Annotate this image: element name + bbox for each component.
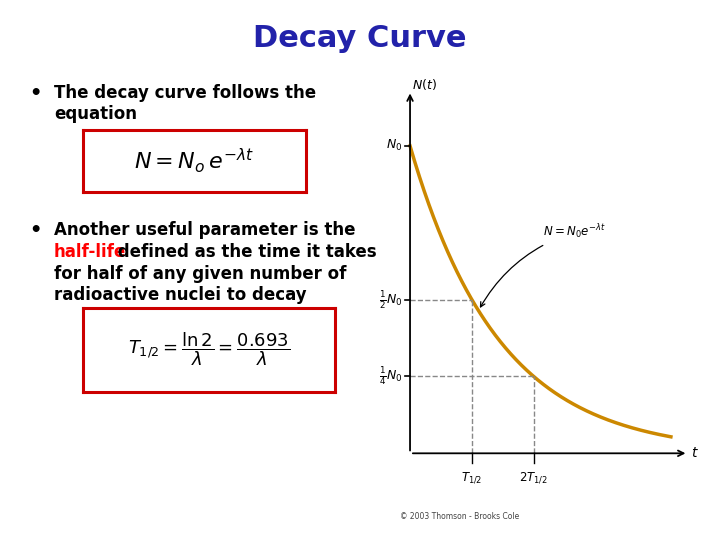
Text: $N = N_0 e^{-\lambda t}$: $N = N_0 e^{-\lambda t}$ <box>480 222 606 307</box>
Text: for half of any given number of: for half of any given number of <box>54 265 346 282</box>
Text: $\frac{1}{2}N_0$: $\frac{1}{2}N_0$ <box>379 289 402 310</box>
Text: defined as the time it takes: defined as the time it takes <box>112 243 377 261</box>
Text: equation: equation <box>54 105 137 123</box>
Text: $N_0$: $N_0$ <box>386 138 402 153</box>
Text: $T_{1/2}$: $T_{1/2}$ <box>462 470 482 485</box>
Text: $2T_{1/2}$: $2T_{1/2}$ <box>519 470 548 485</box>
Text: •: • <box>29 84 41 103</box>
Text: radioactive nuclei to decay: radioactive nuclei to decay <box>54 286 307 304</box>
Text: © 2003 Thomson - Brooks Cole: © 2003 Thomson - Brooks Cole <box>400 512 519 521</box>
Text: Another useful parameter is the: Another useful parameter is the <box>54 221 356 239</box>
Text: The decay curve follows the: The decay curve follows the <box>54 84 316 102</box>
Text: $N = N_o\, e^{-\lambda t}$: $N = N_o\, e^{-\lambda t}$ <box>135 146 254 175</box>
Text: $T_{1/2} = \dfrac{\ln 2}{\lambda} = \dfrac{0.693}{\lambda}$: $T_{1/2} = \dfrac{\ln 2}{\lambda} = \dfr… <box>127 331 290 368</box>
Text: $\frac{1}{4}N_0$: $\frac{1}{4}N_0$ <box>379 366 402 387</box>
Text: $N(t)$: $N(t)$ <box>412 77 437 92</box>
Text: Decay Curve: Decay Curve <box>253 24 467 53</box>
Text: •: • <box>29 221 41 240</box>
Text: $t$: $t$ <box>691 446 699 460</box>
Text: half-life: half-life <box>54 243 126 261</box>
